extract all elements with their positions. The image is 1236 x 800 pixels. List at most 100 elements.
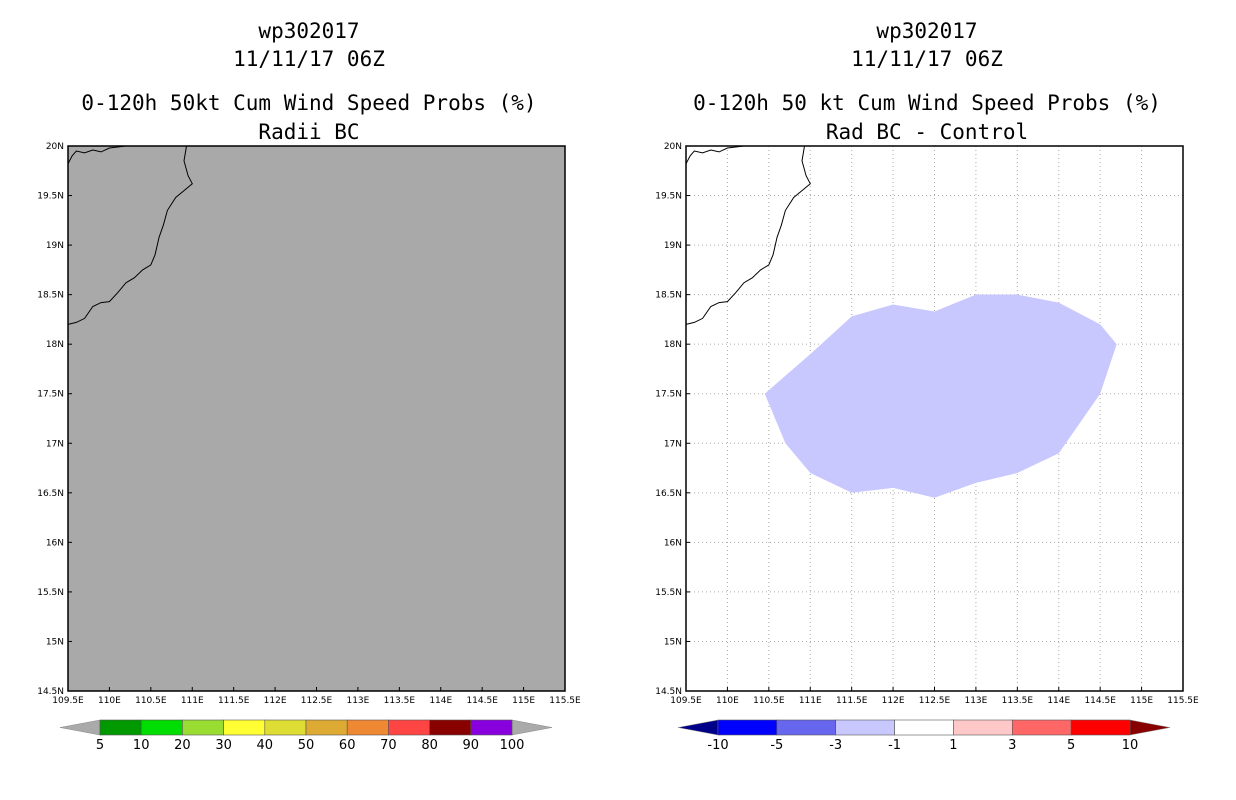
left-lat-tick-label: 15.5N: [37, 588, 64, 598]
right-colorbar-label: 1: [949, 738, 957, 753]
left-colorbar-label: 60: [339, 738, 356, 753]
left-lat-tick-label: 20N: [46, 142, 64, 152]
left-colorbar-swatch: [140, 719, 183, 736]
right-colorbar-under-arrow: [677, 719, 719, 736]
right-product-title: 0-120h 50 kt Cum Wind Speed Probs (%): [693, 91, 1161, 115]
right-colorbar-label: -3: [829, 738, 842, 753]
left-colorbar-swatch: [346, 719, 389, 736]
left-lon-tick-label: 113.5E: [384, 696, 416, 706]
left-colorbar: 5 10 20 30 40 50 60 70 80 90 100: [59, 719, 553, 753]
right-subtitle: Rad BC - Control: [825, 120, 1029, 144]
left-lat-tick-label: 18.5N: [37, 291, 64, 301]
coastline-east: [685, 145, 811, 325]
left-colorbar-label: 100: [500, 738, 525, 753]
right-lon-tick-label: 110E: [716, 696, 739, 706]
right-colorbar-swatch: [717, 719, 778, 736]
left-colorbar-label: 30: [215, 738, 232, 753]
right-lat-tick-label: 17.5N: [655, 390, 682, 400]
left-lon-tick-label: 114E: [429, 696, 452, 706]
right-colorbar-swatch: [1070, 719, 1131, 736]
left-lon-tick-label: 110.5E: [135, 696, 167, 706]
left-colorbar-label: 20: [174, 738, 191, 753]
left-colorbar-under-arrow: [59, 719, 101, 736]
right-colorbar-swatch: [1011, 719, 1072, 736]
left-lon-tick-label: 113E: [346, 696, 369, 706]
right-lon-tick-label: 112E: [882, 696, 905, 706]
right-lon-tick-label: 115.5E: [1167, 696, 1199, 706]
right-lat-tick-label: 16N: [664, 538, 682, 548]
left-lat-tick-label: 17N: [46, 439, 64, 449]
right-coastline: [685, 145, 811, 325]
right-colorbar-label: 3: [1008, 738, 1016, 753]
left-lon-tick-label: 115E: [512, 696, 535, 706]
right-datetime: 11/11/17 06Z: [851, 47, 1003, 71]
left-lat-tick-label: 19N: [46, 241, 64, 251]
left-colorbar-label: 50: [298, 738, 315, 753]
right-lat-tick-label: 14.5N: [655, 687, 682, 697]
right-lon-tick-label: 113E: [964, 696, 987, 706]
left-colorbar-label: 10: [133, 738, 150, 753]
left-lat-tick-label: 15N: [46, 637, 64, 647]
left-lon-tick-label: 112.5E: [301, 696, 333, 706]
right-colorbar-label: -5: [770, 738, 783, 753]
left-colorbar-swatch: [264, 719, 307, 736]
left-lat-tick-label: 14.5N: [37, 687, 64, 697]
right-colorbar-swatch: [953, 719, 1013, 736]
left-datetime: 11/11/17 06Z: [233, 47, 385, 71]
right-lat-tick-label: 15N: [664, 637, 682, 647]
right-lat-tick-label: 20N: [664, 142, 682, 152]
left-lon-tick-label: 109.5E: [52, 696, 84, 706]
right-colorbar-swatch: [776, 719, 837, 736]
right-lat-tick-label: 15.5N: [655, 588, 682, 598]
coastline-east: [67, 145, 193, 325]
left-storm-id: wp302017: [258, 19, 360, 43]
left-lon-tick-label: 112E: [264, 696, 287, 706]
left-colorbar-swatch: [305, 719, 348, 736]
right-colorbar-over-arrow: [1129, 719, 1171, 736]
right-colorbar-label: 10: [1122, 738, 1139, 753]
difference-region: [764, 294, 1117, 498]
left-lon-tick-label: 115.5E: [549, 696, 581, 706]
right-lat-tick-label: 16.5N: [655, 489, 682, 499]
left-lon-tick-label: 111E: [181, 696, 204, 706]
left-colorbar-swatch: [470, 719, 513, 736]
right-axis-ticks: 109.5E 110E 110.5E 111E 111.5E 112E 112.5E 113E…: [655, 142, 1199, 706]
left-colorbar-label: 80: [421, 738, 438, 753]
left-colorbar-label: 40: [257, 738, 274, 753]
left-colorbar-swatch: [182, 719, 224, 736]
left-product-title: 0-120h 50kt Cum Wind Speed Probs (%): [81, 91, 537, 115]
left-colorbar-label: 5: [96, 738, 104, 753]
left-lat-tick-label: 16.5N: [37, 489, 64, 499]
left-colorbar-over-arrow: [511, 719, 553, 736]
right-colorbar-label: 5: [1067, 738, 1075, 753]
left-lat-tick-label: 17.5N: [37, 390, 64, 400]
left-colorbar-swatch: [99, 719, 142, 736]
right-lon-tick-label: 113.5E: [1002, 696, 1034, 706]
coastline-north: [67, 145, 127, 165]
right-lat-tick-label: 17N: [664, 439, 682, 449]
left-lat-tick-label: 19.5N: [37, 192, 64, 202]
right-lon-tick-label: 110.5E: [753, 696, 785, 706]
left-map-panel: 109.5E 110E 110.5E 111E 111.5E 112E 112.5E 113E…: [37, 142, 581, 706]
right-lon-tick-label: 111E: [799, 696, 822, 706]
left-lat-tick-label: 16N: [46, 538, 64, 548]
left-map-background: [68, 146, 565, 691]
left-coastline: [67, 145, 193, 325]
right-colorbar: -10 -5 -3 -1 1 3 5 10: [677, 719, 1171, 753]
left-lat-tick-label: 18N: [46, 340, 64, 350]
left-lon-tick-label: 110E: [98, 696, 121, 706]
right-lat-tick-label: 18.5N: [655, 291, 682, 301]
left-colorbar-swatch: [429, 719, 472, 736]
right-lat-tick-label: 18N: [664, 340, 682, 350]
coastline-north: [685, 145, 745, 165]
right-lon-tick-label: 114.5E: [1084, 696, 1116, 706]
left-lon-tick-label: 111.5E: [218, 696, 250, 706]
right-lat-tick-label: 19N: [664, 241, 682, 251]
right-lon-tick-label: 109.5E: [670, 696, 702, 706]
left-axis-ticks: 109.5E 110E 110.5E 111E 111.5E 112E 112.5E 113E…: [37, 142, 581, 706]
right-colorbar-swatch: [835, 719, 895, 736]
left-subtitle: Radii BC: [258, 120, 360, 144]
right-colorbar-label: -1: [888, 738, 901, 753]
left-colorbar-label: 90: [463, 738, 480, 753]
left-lon-tick-label: 114.5E: [466, 696, 498, 706]
